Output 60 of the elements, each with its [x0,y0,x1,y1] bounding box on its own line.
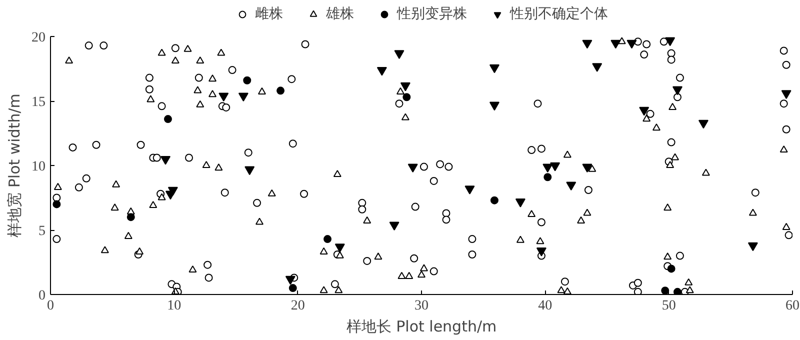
point [394,50,404,59]
x-tick-label: 20 [290,298,305,314]
y-tick-label: 0 [38,288,46,304]
point [376,66,387,76]
legend-label: 性别变异株 [397,5,467,23]
point [160,156,171,165]
point [626,40,637,49]
point [515,198,526,208]
x-tick-label: 60 [786,298,800,314]
legend-label: 雌株 [255,5,283,23]
point [464,186,475,194]
point [639,106,650,116]
point [592,63,602,72]
point [665,37,676,46]
point [168,186,178,196]
point [781,90,792,99]
x-tick-label: 50 [662,298,676,314]
point [667,264,676,273]
point [288,284,297,292]
point [126,213,135,222]
legend-label: 性别不确定个体 [510,5,608,23]
point [389,222,400,231]
point [334,244,345,252]
point [164,115,172,124]
x-tick-label: 30 [414,298,428,314]
point [244,166,255,176]
point [566,182,576,191]
point [276,86,285,95]
point [544,173,552,182]
x-tick-label: 10 [167,298,182,314]
y-tick-label: 20 [32,30,46,46]
x-tick-label: 40 [538,298,552,314]
point [536,248,546,256]
point [610,40,621,49]
point [400,82,410,92]
x-axis-title: 样地长 Plot length/m [346,318,497,336]
point [748,242,758,252]
point [243,76,252,84]
point [324,235,332,244]
y-tick-label: 5 [38,224,46,239]
point [402,93,411,102]
point [218,92,229,102]
point [489,102,500,111]
point [672,86,682,96]
y-tick-label: 15 [32,95,46,110]
point [661,286,670,294]
point [582,164,592,172]
point [52,200,61,208]
legend-label: 雄株 [326,5,354,23]
point [408,164,418,172]
point [542,164,553,172]
point [698,120,708,129]
point [238,92,248,102]
y-tick-label: 10 [32,160,46,174]
point [489,64,500,74]
point [490,196,498,204]
point [285,276,296,285]
point [550,162,560,172]
y-axis-title: 样地宽 Plot width/m [6,94,24,238]
point [582,40,592,49]
